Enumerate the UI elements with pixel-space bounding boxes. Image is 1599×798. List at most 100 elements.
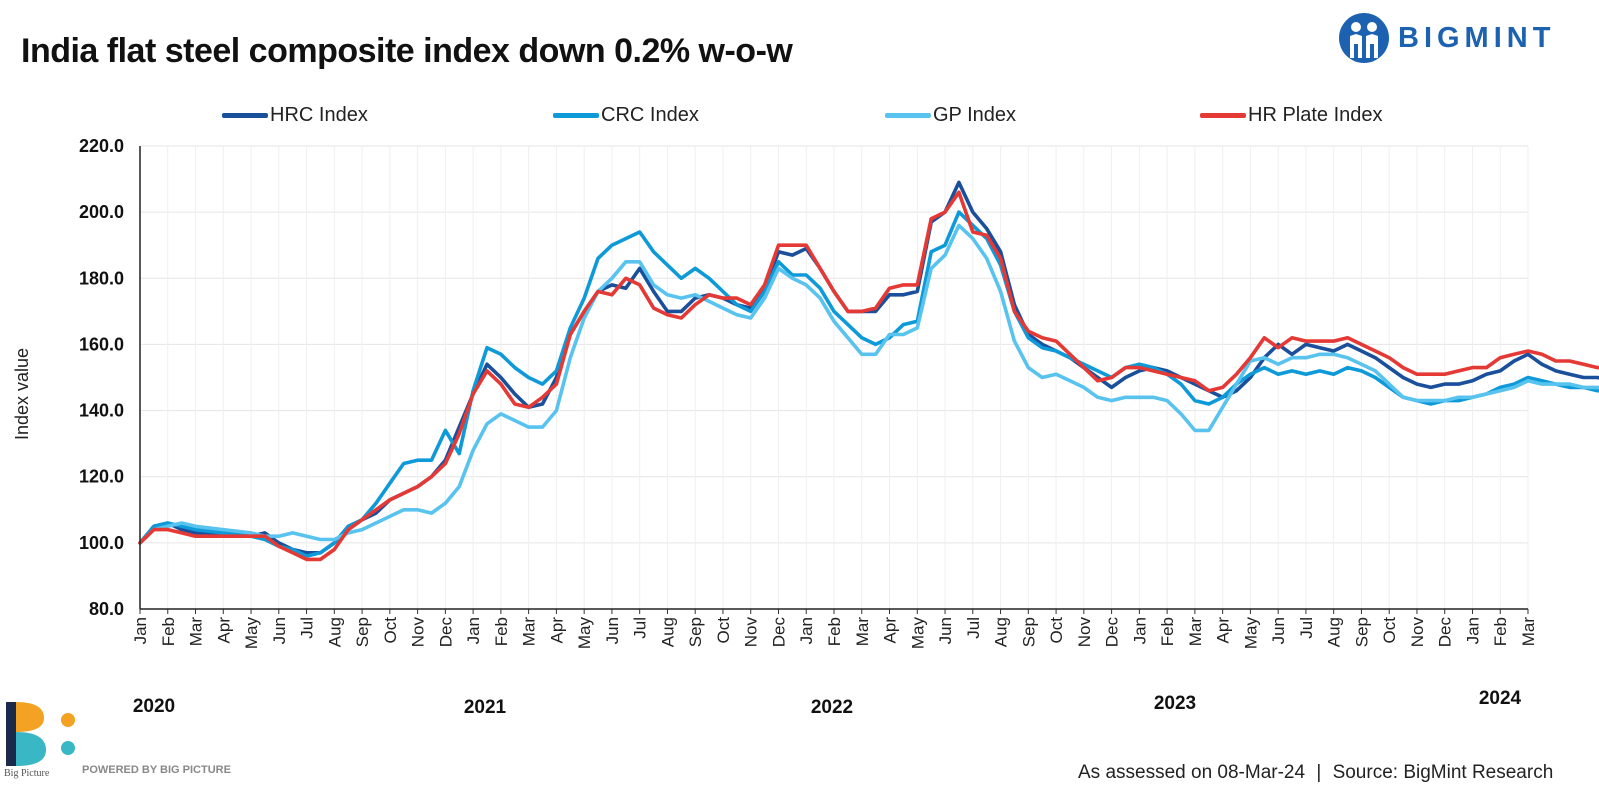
x-tick-label: Jan [797, 617, 816, 644]
x-tick-label: Apr [881, 617, 900, 644]
x-tick-label: Feb [825, 617, 844, 646]
x-tick-label: Mar [520, 617, 539, 647]
x-tick-label: Nov [409, 617, 428, 648]
brand-name: BIGMINT [1398, 22, 1556, 54]
x-tick-label: Jun [936, 617, 955, 644]
year-label: 2022 [811, 697, 853, 718]
assessed-date: As assessed on 08-Mar-24 [1078, 762, 1306, 783]
year-label: 2020 [133, 696, 175, 717]
chart-title: India flat steel composite index down 0.… [21, 32, 793, 70]
legend-item-crc: CRC Index [553, 104, 699, 127]
chart-axes [139, 146, 1528, 610]
year-label: 2023 [1154, 693, 1196, 714]
legend-label-crc: CRC Index [601, 104, 699, 126]
x-tick-label: Jun [270, 617, 289, 644]
x-tick-label: Mar [853, 617, 872, 647]
powered-by-text: POWERED BY BIG PICTURE [82, 764, 231, 776]
x-tick-label: May [242, 617, 261, 650]
x-tick-label: Feb [1491, 617, 1510, 646]
x-tick-label: Jul [1297, 617, 1316, 639]
x-tick-label: Aug [992, 617, 1011, 647]
x-tick-label: Oct [714, 617, 733, 644]
y-tick-label: 200.0 [79, 202, 124, 222]
series-lines [138, 180, 1599, 562]
y-tick-label: 160.0 [79, 334, 124, 354]
x-tick-label: Oct [1380, 617, 1399, 644]
x-tick-label: Jul [298, 617, 317, 639]
y-tick-label: 80.0 [89, 599, 124, 619]
legend-item-gp: GP Index [885, 104, 1016, 127]
x-tick-label: Nov [742, 617, 761, 648]
x-tick-label: Jan [464, 617, 483, 644]
x-tick-label: Apr [214, 617, 233, 644]
x-tick-label: Sep [353, 617, 372, 647]
x-tick-label: Aug [1325, 617, 1344, 647]
series-line-hrc-index [138, 180, 1599, 555]
year-labels: 2020 2021 2022 2023 2024 [133, 688, 1522, 718]
x-tick-label: May [575, 617, 594, 650]
big-picture-logo [4, 700, 94, 790]
x-tick-label: May [1241, 617, 1260, 650]
x-tick-label: Nov [1075, 617, 1094, 648]
x-tick-label: Apr [1214, 617, 1233, 644]
y-axis-ticks: 220.0 200.0 180.0 160.0 140.0 120.0 100.0 80.0 [79, 136, 124, 619]
x-tick-label: Oct [381, 617, 400, 644]
bigmint-logo: BIGMINT [1336, 10, 1591, 66]
x-tick-label: Feb [1158, 617, 1177, 646]
x-tick-label: Feb [492, 617, 511, 646]
legend-item-hr-plate: HR Plate Index [1200, 104, 1383, 127]
big-picture-name: Big Picture [4, 768, 50, 779]
x-tick-label: Dec [1436, 617, 1455, 648]
y-tick-label: 120.0 [79, 467, 124, 487]
chart-grid [139, 145, 1529, 610]
x-tick-label: Nov [1408, 617, 1427, 648]
x-tick-label: Jul [964, 617, 983, 639]
x-tick-label: Jan [1463, 617, 1482, 644]
x-tick-label: Sep [686, 617, 705, 647]
x-tick-label: Mar [1519, 617, 1538, 647]
legend-swatch-hrc [222, 113, 268, 118]
legend-item-hrc: HRC Index [222, 104, 368, 127]
series-line-crc-index [138, 210, 1599, 558]
legend-label-hr-plate: HR Plate Index [1248, 104, 1383, 126]
series-line-gp-index [138, 223, 1599, 545]
x-tick-label: Jun [1269, 617, 1288, 644]
chart-footer: As assessed on 08-Mar-24 | Source: BigMi… [1078, 762, 1553, 784]
legend-swatch-crc [553, 113, 599, 118]
x-tick-label: Sep [1352, 617, 1371, 647]
x-tick-label: May [908, 617, 927, 650]
x-tick-label: Apr [547, 617, 566, 644]
x-tick-label: Jun [603, 617, 622, 644]
source-text: Source: BigMint Research [1332, 762, 1554, 783]
big-picture-logo-icon [6, 702, 75, 766]
year-label: 2024 [1479, 688, 1522, 709]
chart-legend: HRC Index CRC Index GP Index HR Plate In… [0, 104, 1599, 134]
y-tick-label: 100.0 [79, 533, 124, 553]
x-tick-label: Jan [1130, 617, 1149, 644]
x-tick-label: Aug [658, 617, 677, 647]
y-tick-label: 180.0 [79, 268, 124, 288]
bigmint-logo-icon [1339, 13, 1389, 63]
x-tick-label: Dec [769, 617, 788, 648]
y-tick-label: 140.0 [79, 401, 124, 421]
legend-swatch-hr-plate [1200, 113, 1246, 118]
x-tick-label: Mar [1186, 617, 1205, 647]
x-tick-label: Dec [1103, 617, 1122, 648]
x-tick-label: Dec [436, 617, 455, 648]
x-tick-label: Jul [631, 617, 650, 639]
footer-separator: | [1316, 762, 1322, 783]
x-axis-ticks: Jan Feb Mar Apr May Jun Jul Aug Sep Oct Nov Dec Jan F… [131, 609, 1538, 649]
x-tick-label: Mar [187, 617, 206, 647]
x-tick-label: Feb [159, 617, 178, 646]
y-tick-label: 220.0 [79, 136, 124, 156]
series-line-hr-plate-index [138, 190, 1599, 562]
line-chart: 220.0200.0180.0160.0140.0120.0100.080.0 … [79, 136, 1599, 718]
legend-label-hrc: HRC Index [270, 104, 368, 126]
legend-swatch-gp [885, 113, 931, 118]
x-tick-label: Jan [131, 617, 150, 644]
x-tick-label: Sep [1019, 617, 1038, 647]
x-tick-label: Aug [325, 617, 344, 647]
x-tick-label: Oct [1047, 617, 1066, 644]
legend-label-gp: GP Index [933, 104, 1017, 126]
year-label: 2021 [464, 697, 507, 718]
